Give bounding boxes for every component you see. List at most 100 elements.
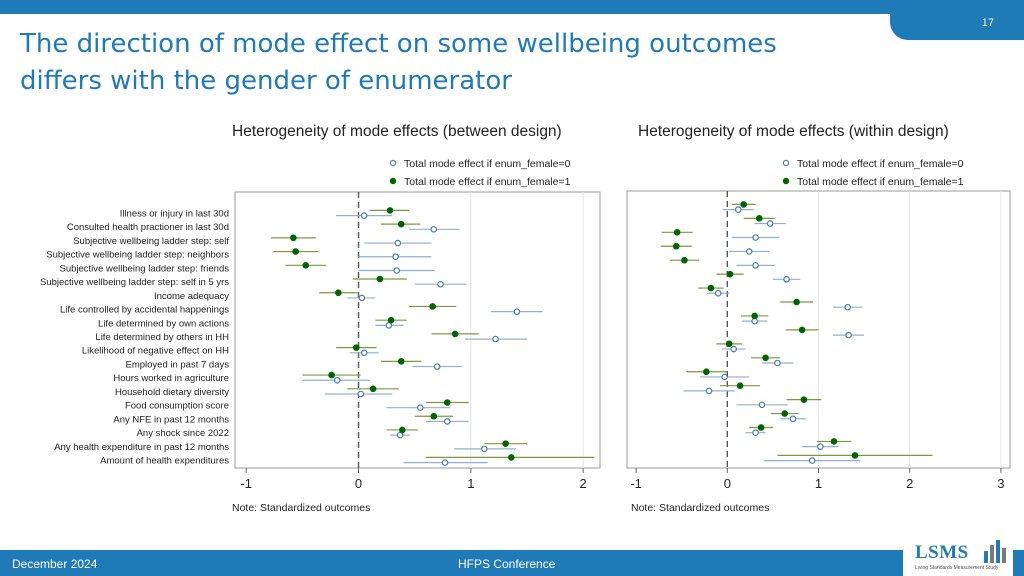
point-enum-female-1 (830, 438, 838, 445)
point-enum-female-0 (430, 226, 438, 233)
x-tick-label: 0 (724, 476, 731, 491)
point-enum-female-1 (292, 248, 299, 255)
category-label: Subjective wellbeing ladder step: self i… (40, 277, 229, 288)
point-enum-female-1 (798, 326, 806, 334)
point-enum-female-0 (360, 349, 368, 357)
x-tick-label: 2 (906, 476, 913, 491)
x-tick-label: 1 (815, 476, 822, 491)
point-enum-female-0 (734, 206, 742, 213)
legend-label: Total mode effect if enum_female=1 (797, 176, 964, 188)
point-enum-female-0 (492, 335, 499, 343)
point-enum-female-1 (757, 424, 765, 431)
point-enum-female-1 (751, 312, 758, 320)
point-enum-female-1 (672, 242, 680, 250)
category-label: Any NFE in past 12 months (113, 414, 229, 425)
logo-subtitle: Living Standards Measurement Study (915, 565, 999, 571)
point-enum-female-1 (725, 340, 733, 348)
point-enum-female-0 (730, 345, 737, 353)
point-enum-female-1 (451, 330, 459, 338)
point-enum-female-0 (758, 401, 766, 409)
x-tick-label: 3 (997, 476, 1004, 491)
point-enum-female-0 (705, 387, 713, 395)
point-enum-female-1 (507, 454, 515, 461)
point-enum-female-0 (481, 445, 488, 453)
point-enum-female-1 (736, 382, 744, 389)
point-enum-female-1 (762, 354, 769, 362)
point-enum-female-0 (513, 308, 521, 315)
category-label: Subjective wellbeing ladder step: self (73, 236, 229, 247)
slide-title: The direction of mode effect on some wel… (20, 29, 777, 96)
point-enum-female-0 (752, 429, 759, 437)
logo-bars-icon (984, 540, 1006, 563)
point-enum-female-0 (774, 359, 781, 367)
category-label: Food consumption score (125, 401, 229, 412)
point-enum-female-0 (789, 415, 797, 423)
point-enum-female-1 (755, 215, 763, 222)
point-enum-female-0 (437, 280, 444, 288)
x-tick-label: 2 (580, 476, 587, 491)
category-label: Subjective wellbeing ladder step: friend… (59, 263, 229, 274)
point-enum-female-1 (386, 207, 394, 214)
point-enum-female-0 (443, 418, 451, 425)
point-enum-female-0 (417, 404, 424, 412)
category-label: Life controlled by accidental happenings (60, 305, 229, 316)
category-label: Likelihood of negative effect on HH (82, 346, 229, 357)
point-enum-female-1 (443, 399, 451, 406)
logo-text: LSMS (915, 542, 969, 563)
point-enum-female-0 (752, 262, 759, 269)
category-label: Any shock since 2022 (137, 428, 229, 439)
point-enum-female-0 (393, 267, 401, 274)
point-enum-female-0 (357, 390, 365, 398)
point-enum-female-1 (397, 220, 405, 228)
chart-note: Note: Standardized outcomes (631, 502, 769, 514)
point-enum-female-0 (441, 459, 449, 466)
plot-frame (234, 191, 601, 469)
category-label: Subjective wellbeing ladder step: neighb… (46, 250, 229, 261)
point-enum-female-0 (714, 289, 722, 297)
point-enum-female-1 (800, 396, 808, 403)
point-enum-female-1 (335, 289, 342, 297)
x-tick-label: 1 (467, 476, 474, 491)
point-enum-female-1 (399, 426, 406, 434)
category-label: Life determined by own actions (98, 318, 229, 329)
point-enum-female-1 (369, 385, 377, 393)
point-enum-female-0 (385, 322, 393, 329)
point-enum-female-1 (387, 316, 395, 324)
legend-marker-hollow (389, 159, 397, 167)
category-label: Consulted health practioner in last 30d (67, 222, 229, 233)
point-enum-female-0 (433, 363, 441, 370)
legend-marker-filled (389, 177, 397, 185)
category-label: Household dietary diversity (115, 387, 229, 398)
point-enum-female-0 (808, 457, 816, 464)
point-enum-female-0 (333, 376, 341, 384)
point-enum-female-0 (360, 212, 368, 219)
legend-label: Total mode effect if enum_female=0 (404, 158, 571, 170)
point-enum-female-1 (707, 284, 715, 292)
point-enum-female-0 (766, 220, 774, 227)
category-label: Income adequacy (154, 291, 229, 302)
point-enum-female-0 (392, 253, 399, 261)
point-enum-female-1 (681, 256, 688, 264)
point-enum-female-1 (397, 358, 405, 365)
point-enum-female-1 (328, 371, 335, 379)
category-label: Illness or injury in last 30d (120, 209, 229, 220)
category-label: Any health expenditure in past 12 months (54, 442, 229, 453)
point-enum-female-0 (817, 443, 824, 450)
point-enum-female-0 (721, 373, 728, 381)
legend-label: Total mode effect if enum_female=0 (797, 158, 964, 170)
footer-conference: HFPS Conference (458, 557, 556, 571)
chart-note: Note: Standardized outcomes (232, 502, 370, 514)
point-enum-female-1 (673, 228, 681, 236)
point-enum-female-0 (845, 331, 852, 339)
legend-marker-hollow (782, 159, 790, 167)
legend-marker-filled (782, 177, 790, 185)
point-enum-female-1 (726, 270, 734, 278)
point-enum-female-1 (502, 440, 509, 447)
point-enum-female-1 (703, 368, 710, 376)
point-enum-female-1 (429, 303, 436, 310)
within-design-chart: Heterogeneity of mode effects (within de… (626, 123, 1011, 514)
x-tick-label: -1 (630, 476, 642, 491)
point-enum-female-1 (352, 344, 360, 351)
point-enum-female-1 (851, 452, 859, 459)
x-tick-label: -1 (240, 476, 252, 491)
